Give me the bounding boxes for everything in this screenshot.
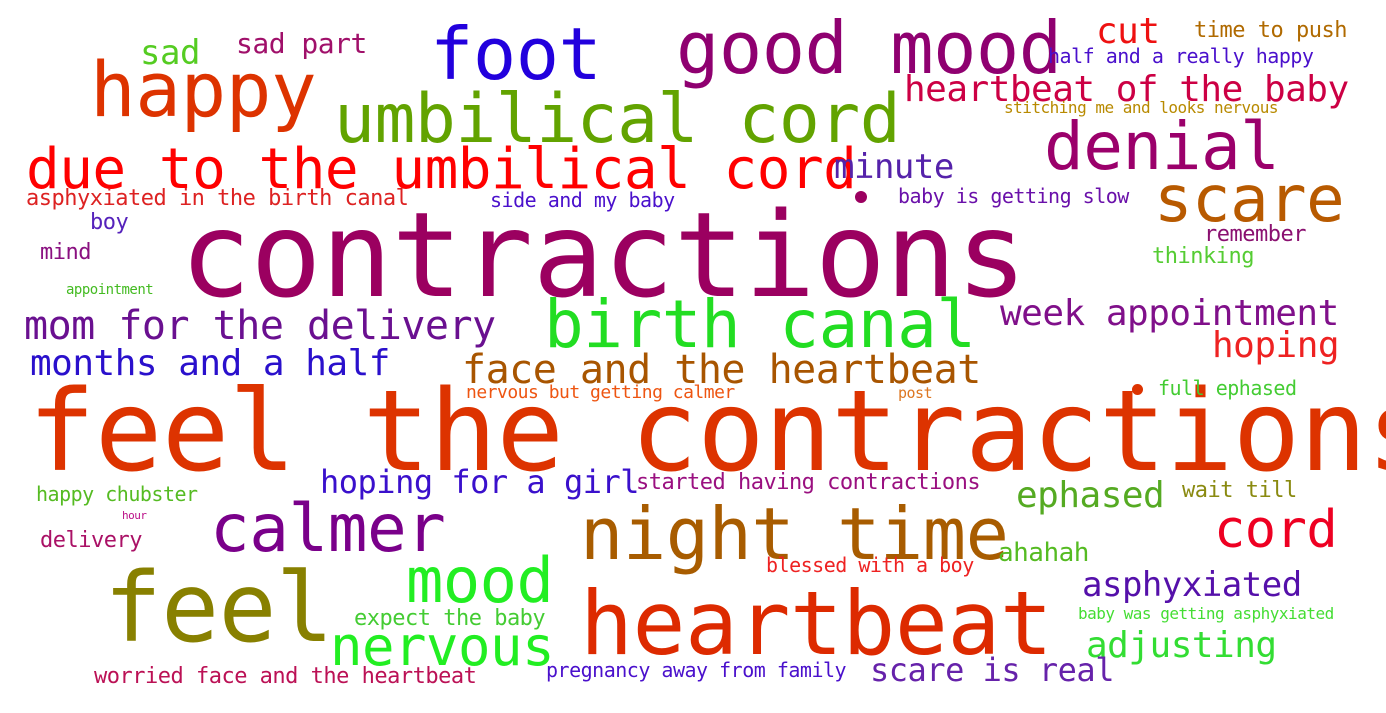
word-nervous-but-getting-calmer: nervous but getting calmer [466,382,735,403]
word-scare-is-real: scare is real [870,651,1114,689]
word-hour: hour [122,509,147,522]
word-ephased: ephased [1016,475,1165,516]
word-started-having-contractions: started having contractions [636,470,981,495]
word-thinking: thinking [1152,244,1254,269]
word-happy-chubster: happy chubster [36,482,198,506]
word-full-ephased: full ephased [1158,376,1297,400]
word-denial: denial [1044,108,1280,185]
word-appointment: appointment [66,282,154,298]
word-months-and-a-half: months and a half [30,343,390,384]
dot-marker [1132,384,1143,395]
word-asphyxiated: asphyxiated [1082,565,1302,605]
word-nervous: nervous [330,615,555,678]
word-cord: cord [1214,500,1338,560]
word-hoping: hoping [1212,325,1340,366]
word-sad-part: sad part [236,27,367,60]
word-adjusting: adjusting [1086,625,1277,666]
word-night-time: night time [580,492,1009,576]
word-heartbeat-of-the-baby: heartbeat of the baby [904,69,1349,110]
word-birth-canal: birth canal [544,286,976,363]
word-hoping-for-a-girl: hoping for a girl [320,463,640,501]
word-boy: boy [90,210,129,235]
word-cut: cut [1096,11,1160,52]
word-mind: mind [40,240,91,265]
word-good-mood: good mood [676,6,1062,90]
word-mom-for-the-delivery: mom for the delivery [24,303,496,349]
word-feel: feel [104,552,334,664]
word-wait-till: wait till [1182,478,1297,503]
word-baby-is-getting-slow: baby is getting slow [898,184,1129,208]
word-side-and-my-baby: side and my baby [490,188,675,212]
word-stitching-me-and-looks-nervous: stitching me and looks nervous [1004,98,1278,117]
word-scare: scare [1154,163,1345,237]
word-heartbeat: heartbeat [580,572,1053,675]
dot-marker [855,191,867,203]
word-sad: sad [140,33,200,73]
word-asphyxiated-in-the-birth-canal: asphyxiated in the birth canal [26,186,409,211]
word-blessed-with-a-boy: blessed with a boy [766,553,974,577]
word-delivery: delivery [40,528,142,553]
word-time-to-push: time to push [1194,18,1347,43]
word-feel-the-contractions: feel the contractions [28,367,1386,497]
word-happy: happy [90,45,317,134]
word-due-to-the-umbilical-cord: due to the umbilical cord [26,137,857,202]
word-mood: mood [406,544,554,617]
word-umbilical-cord: umbilical cord [334,80,901,159]
word-expect-the-baby: expect the baby [354,606,546,631]
word-pregnancy-away-from-family: pregnancy away from family [546,658,847,682]
word-half-and-a-really-happy: half and a really happy [1048,44,1314,68]
word-baby-was-getting-asphyxiated: baby was getting asphyxiated [1078,604,1334,623]
word-contractions: contractions [180,186,1027,324]
word-week-appointment: week appointment [1000,293,1339,334]
word-minute: minute [834,147,954,187]
word-ahahah: ahahah [998,538,1089,568]
word-face-and-the-heartbeat: face and the heartbeat [462,347,981,393]
word-calmer: calmer [210,490,446,567]
word-worried-face-and-the-heartbeat: worried face and the heartbeat [94,664,477,689]
word-foot: foot [430,12,602,96]
word-remember: remember [1204,222,1306,247]
word-post: post [898,384,933,402]
